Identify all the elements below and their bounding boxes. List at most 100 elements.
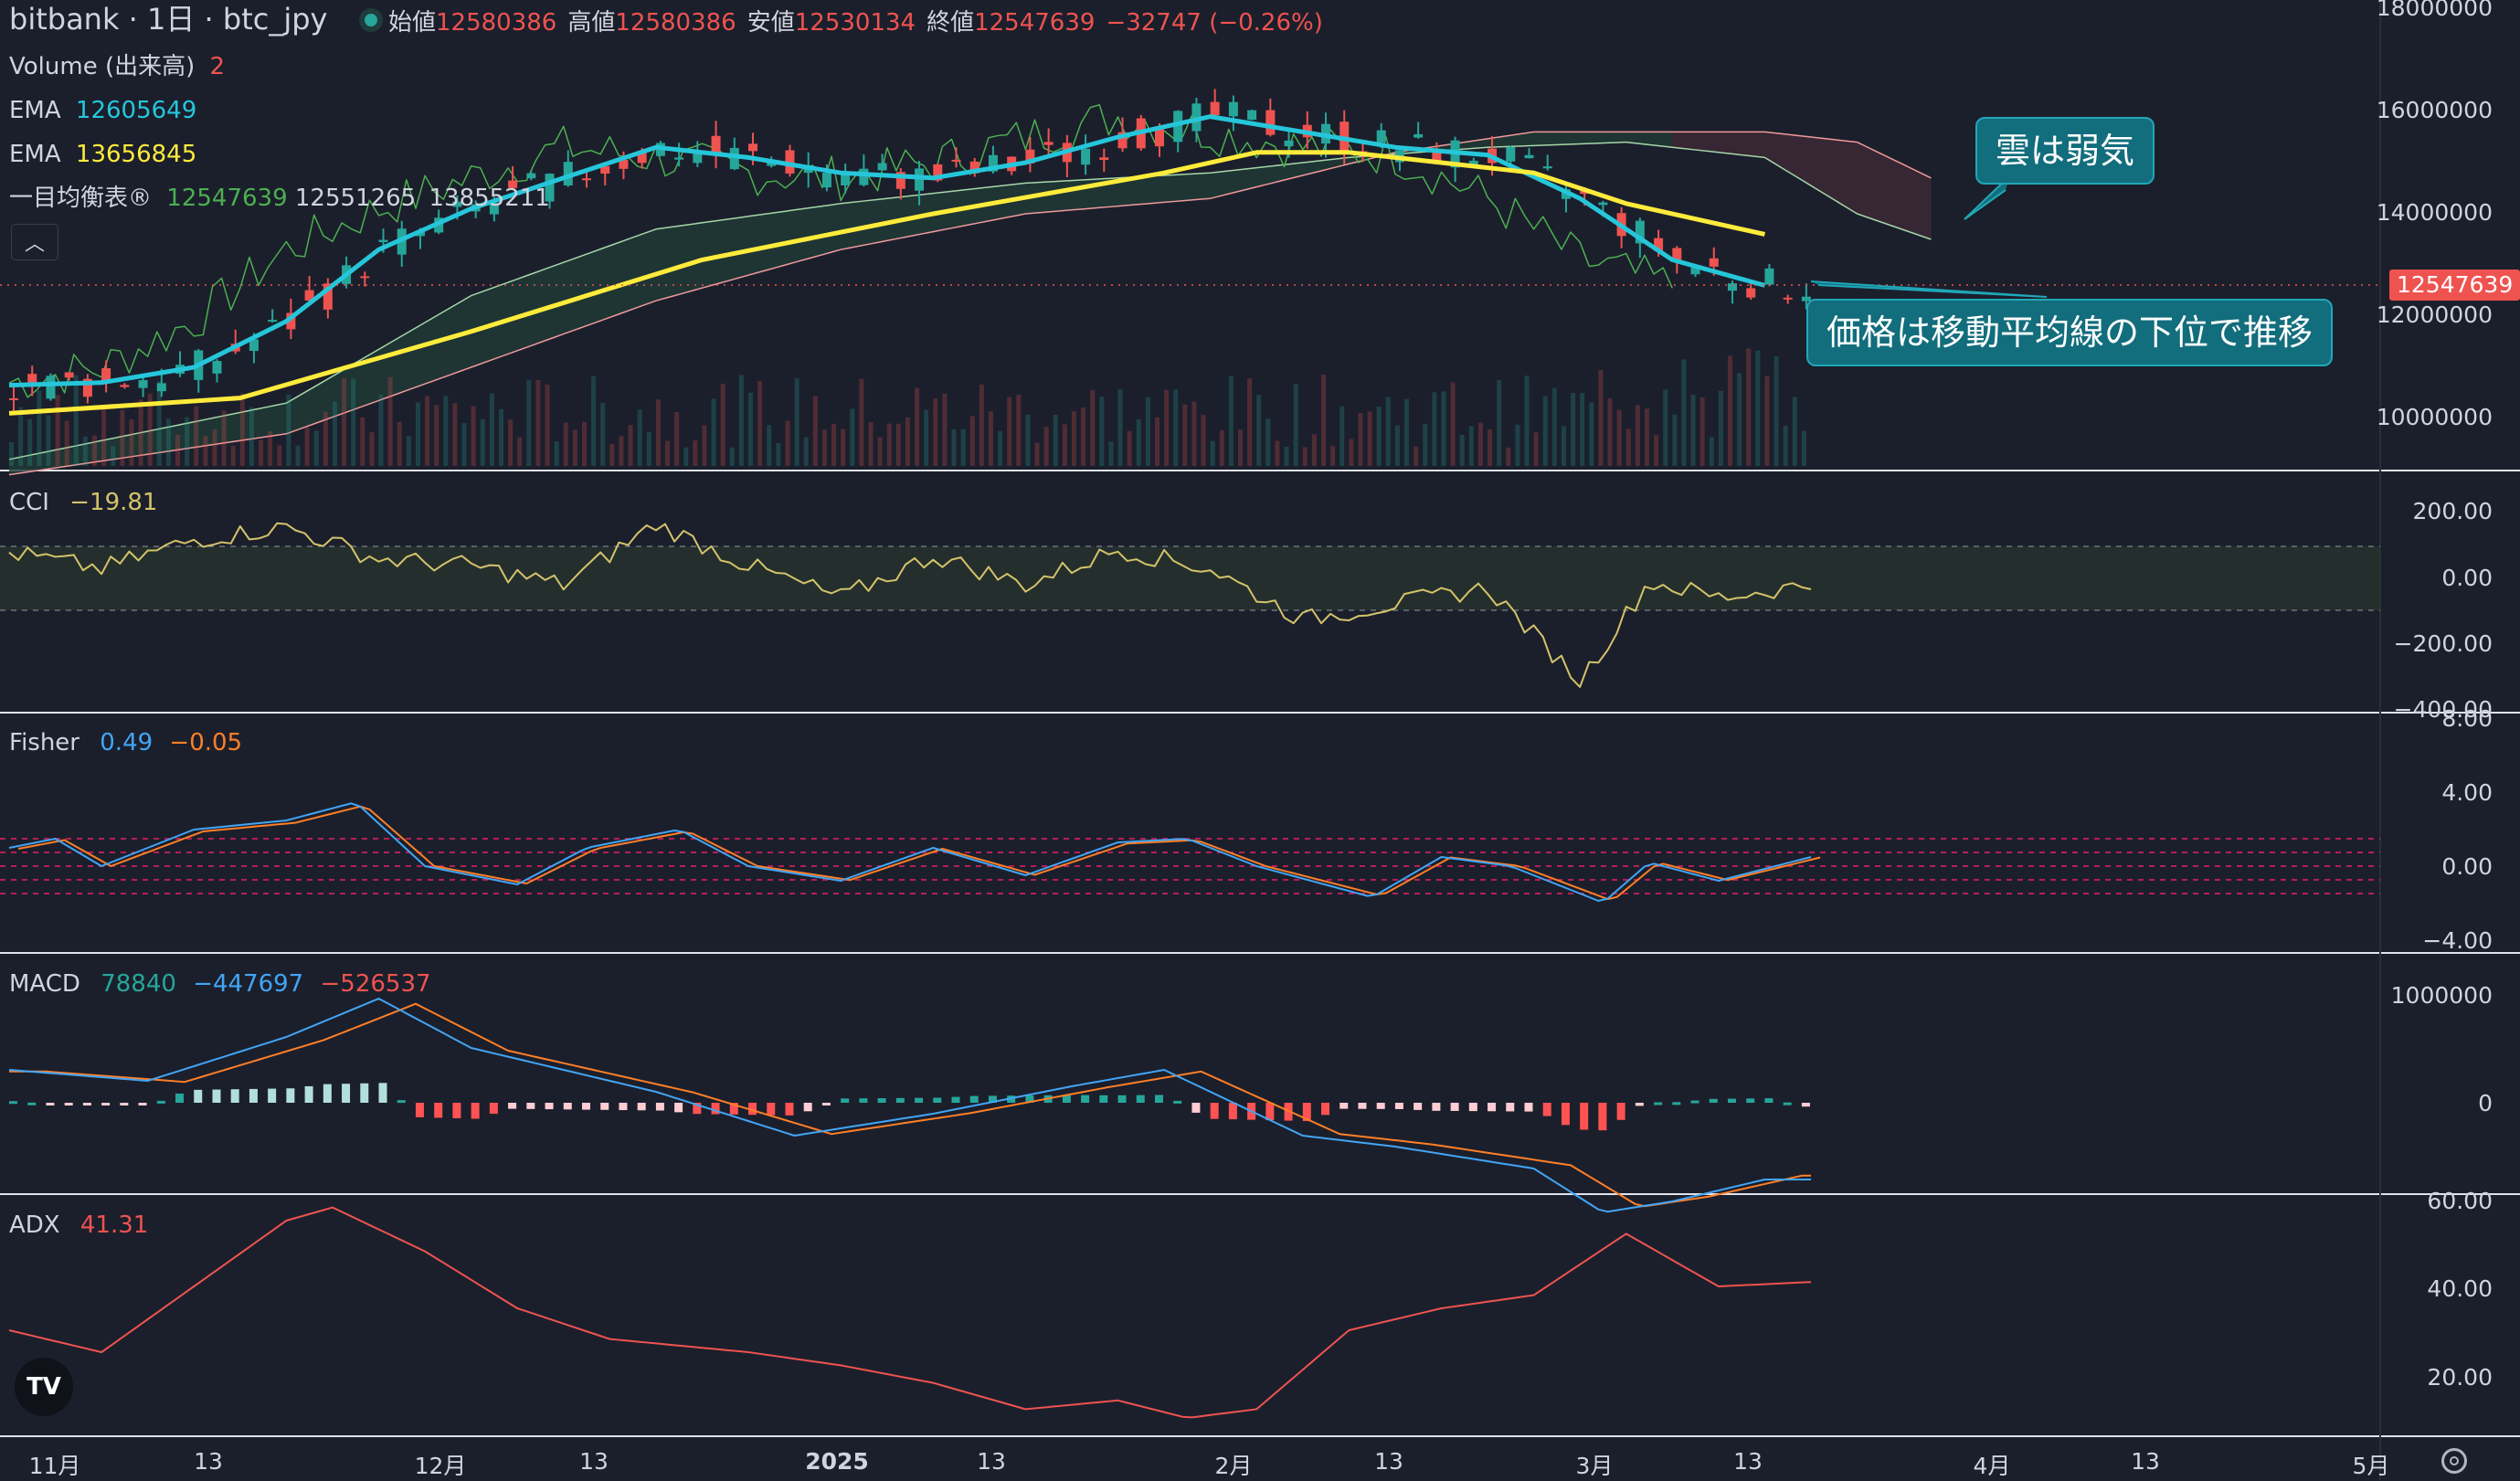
macd-histogram-bar xyxy=(729,1103,738,1115)
macd-histogram-bar xyxy=(138,1103,147,1105)
ema-fast-legend[interactable]: EMA 12605649 xyxy=(9,97,196,124)
macd-histogram-bar xyxy=(212,1089,221,1103)
macd-histogram-bar xyxy=(1746,1098,1755,1103)
macd-histogram-bar xyxy=(397,1100,406,1104)
volume-bar xyxy=(73,375,79,466)
volume-bar xyxy=(998,431,1003,466)
volume-bar xyxy=(924,409,929,466)
volume-bar xyxy=(480,418,485,466)
candle-body xyxy=(841,174,851,185)
volume-bar xyxy=(194,406,199,466)
volume-bar xyxy=(757,380,763,466)
volume-legend[interactable]: Volume (出来高) 2 xyxy=(9,53,225,80)
ema-fast-line xyxy=(8,114,1766,388)
volume-bar xyxy=(203,435,208,466)
last-price-tag: 12547639 xyxy=(2389,270,2520,301)
volume-bar xyxy=(249,407,254,466)
collapse-legend-button[interactable]: ︿ xyxy=(11,224,58,260)
volume-bar xyxy=(1062,424,1067,466)
volume-bar xyxy=(397,421,402,466)
candle-body xyxy=(268,320,278,323)
volume-bar xyxy=(831,423,837,466)
macd-histogram-bar xyxy=(268,1088,277,1103)
macd-histogram-bar xyxy=(1154,1095,1163,1103)
macd-histogram-bar xyxy=(969,1095,979,1103)
volume-bar xyxy=(729,447,735,466)
volume-bar xyxy=(702,425,707,466)
volume-bar xyxy=(609,443,615,466)
macd-histogram-bar xyxy=(1302,1103,1311,1122)
candle-body xyxy=(508,180,518,188)
volume-bar xyxy=(1746,348,1752,466)
macd-histogram-bar xyxy=(1414,1103,1423,1110)
volume-bar xyxy=(175,434,181,466)
fisher-value-1: 0.49 xyxy=(100,729,154,756)
volume-bar xyxy=(748,392,754,466)
volume-bar xyxy=(1182,404,1188,466)
tradingview-logo[interactable]: TV xyxy=(15,1358,73,1416)
volume-bar xyxy=(877,437,883,466)
volume-bar xyxy=(101,408,107,466)
volume-bar xyxy=(508,419,514,466)
callout-below-ma[interactable]: 価格は移動平均線の下位で推移 xyxy=(1806,299,2334,366)
candle-body xyxy=(1173,111,1183,143)
volume-bar xyxy=(18,407,24,466)
macd-histogram-bar xyxy=(27,1102,37,1105)
candle-body xyxy=(729,147,739,170)
volume-bar xyxy=(378,395,384,466)
volume-bar xyxy=(693,440,698,466)
volume-bar xyxy=(655,399,661,466)
candle-body xyxy=(933,164,943,181)
volume-bar xyxy=(1238,429,1244,466)
macd-histogram-bar xyxy=(619,1103,628,1111)
candle-body xyxy=(988,154,998,172)
adx-legend[interactable]: ADX 41.31 xyxy=(9,1211,148,1239)
candle-body xyxy=(563,162,573,185)
macd-histogram-bar xyxy=(286,1088,295,1103)
macd-legend[interactable]: MACD 78840 −447697 −526537 xyxy=(9,970,431,998)
fisher-legend[interactable]: Fisher 0.49 −0.05 xyxy=(9,729,242,756)
open-label: 始値 xyxy=(388,9,437,37)
volume-label: Volume (出来高) xyxy=(9,53,196,80)
volume-bar xyxy=(785,420,790,466)
cci-legend[interactable]: CCI −19.81 xyxy=(9,489,157,516)
volume-bar xyxy=(55,395,60,466)
volume-bar xyxy=(1477,422,1483,466)
macd-histogram-bar xyxy=(360,1083,369,1103)
macd-histogram-bar xyxy=(194,1089,203,1103)
volume-bar xyxy=(1764,376,1770,466)
volume-bar xyxy=(776,442,781,466)
volume-bar xyxy=(1228,376,1234,466)
volume-bar xyxy=(111,446,116,466)
macd-histogram-bar xyxy=(1450,1103,1459,1111)
candle-body xyxy=(545,174,555,202)
volume-bar xyxy=(886,423,892,466)
macd-histogram-bar xyxy=(378,1083,387,1103)
candle-body xyxy=(748,143,758,152)
volume-bar xyxy=(461,423,467,466)
ichimoku-value-2: 12551265 xyxy=(294,185,417,212)
ema-slow-legend[interactable]: EMA 13656845 xyxy=(9,141,196,168)
volume-bar xyxy=(1542,396,1548,466)
volume-bar xyxy=(1533,432,1539,466)
ichimoku-legend[interactable]: 一目均衡表® 12547639 12551265 13855211 xyxy=(9,185,550,212)
volume-bar xyxy=(1699,397,1705,466)
macd-histogram-bar xyxy=(1542,1103,1551,1116)
macd-histogram-bar xyxy=(1598,1103,1607,1131)
candle-body xyxy=(674,157,684,160)
settings-gear-icon[interactable] xyxy=(2441,1448,2467,1474)
ema-fast-value: 12605649 xyxy=(75,97,197,124)
volume-value: 2 xyxy=(209,53,226,80)
volume-bar xyxy=(1718,390,1723,466)
volume-bar xyxy=(1672,414,1678,466)
volume-bar xyxy=(434,405,439,466)
volume-bar xyxy=(979,384,984,466)
candle-body xyxy=(1764,268,1774,285)
callout-cloud-bearish[interactable]: 雲は弱気 xyxy=(1975,117,2155,185)
volume-bar xyxy=(313,430,319,466)
volume-bar xyxy=(545,384,550,466)
volume-bar xyxy=(850,408,855,466)
volume-bar xyxy=(185,417,190,466)
volume-bar xyxy=(239,393,245,466)
